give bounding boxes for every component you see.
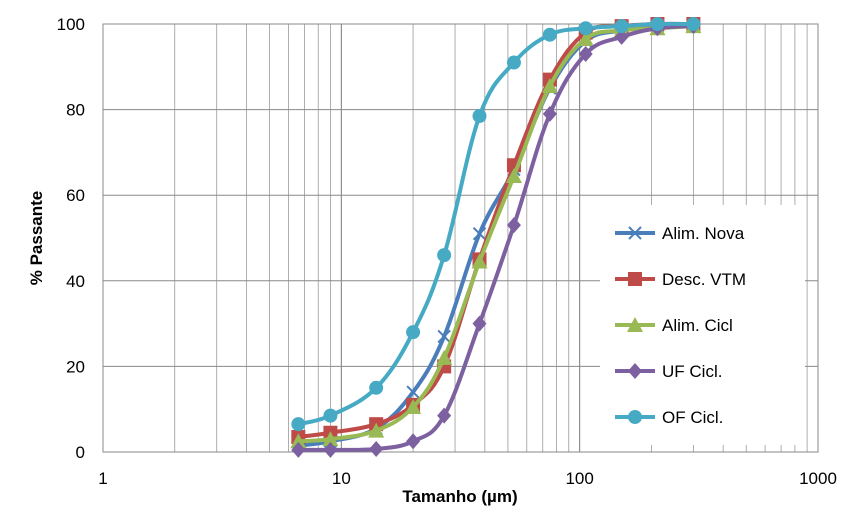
legend-label: Alim. Cicl xyxy=(662,316,733,335)
x-tick-label: 1 xyxy=(98,469,107,488)
data-point xyxy=(368,422,385,438)
data-point xyxy=(614,19,629,34)
y-tick-label: 20 xyxy=(66,357,85,376)
data-point xyxy=(506,55,521,70)
data-point xyxy=(614,28,629,45)
data-point xyxy=(405,399,422,415)
x-axis-title: Tamanho (µm) xyxy=(402,487,517,506)
legend-marker xyxy=(628,226,642,240)
data-point xyxy=(290,433,307,449)
legend: Alim. Nova Desc. VTM Alim. Cicl UF Cicl. OF … xyxy=(600,205,805,445)
legend-marker xyxy=(628,363,642,379)
data-point xyxy=(472,227,487,241)
data-point xyxy=(406,325,421,340)
y-tick-label: 40 xyxy=(66,272,85,291)
data-point xyxy=(369,441,384,458)
data-point xyxy=(369,380,384,395)
data-point xyxy=(541,78,558,94)
y-axis-title: % Passante xyxy=(27,191,46,286)
legend-entry: Desc. VTM xyxy=(615,270,746,289)
legend-marker xyxy=(628,410,642,424)
data-point xyxy=(437,248,452,263)
legend-label: Desc. VTM xyxy=(662,270,746,289)
y-tick-label: 100 xyxy=(57,15,85,34)
data-point xyxy=(578,45,593,62)
data-point xyxy=(322,431,339,447)
legend-label: UF Cicl. xyxy=(662,362,722,381)
data-point xyxy=(650,17,665,31)
plot-area xyxy=(102,23,819,453)
data-point xyxy=(291,417,306,432)
data-point xyxy=(472,315,487,332)
data-point xyxy=(291,441,306,458)
data-point xyxy=(472,109,487,124)
data-point xyxy=(323,408,338,423)
series-group xyxy=(290,17,702,458)
data-point xyxy=(505,167,522,183)
data-point xyxy=(506,217,521,234)
axis-ticks: 0 20 40 60 80 100 1 10 100 1000 xyxy=(57,15,837,488)
data-point xyxy=(437,407,452,424)
legend-marker xyxy=(627,317,643,332)
data-point xyxy=(437,329,451,344)
data-point xyxy=(436,349,453,365)
data-point xyxy=(542,105,557,122)
data-point xyxy=(542,27,557,42)
legend-entry: Alim. Nova xyxy=(615,224,745,243)
y-tick-label: 60 xyxy=(66,186,85,205)
legend-marker xyxy=(628,272,642,286)
legend-label: OF Cicl. xyxy=(662,408,723,427)
x-tick-label: 10 xyxy=(332,469,351,488)
legend-entry: OF Cicl. xyxy=(615,408,723,427)
data-point xyxy=(686,17,701,31)
data-point xyxy=(577,30,594,46)
data-point xyxy=(406,433,421,450)
data-point xyxy=(578,21,593,36)
series-5 xyxy=(291,17,701,432)
legend-entry: Alim. Cicl xyxy=(615,316,733,335)
legend-label: Alim. Nova xyxy=(662,224,745,243)
x-tick-label: 100 xyxy=(565,469,593,488)
y-tick-label: 0 xyxy=(76,443,85,462)
data-point xyxy=(406,385,420,399)
legend-entry: UF Cicl. xyxy=(615,362,722,381)
data-point xyxy=(323,441,338,458)
x-tick-label: 1000 xyxy=(799,469,837,488)
y-tick-label: 80 xyxy=(66,101,85,120)
series-4 xyxy=(291,18,701,458)
data-point xyxy=(471,253,488,269)
